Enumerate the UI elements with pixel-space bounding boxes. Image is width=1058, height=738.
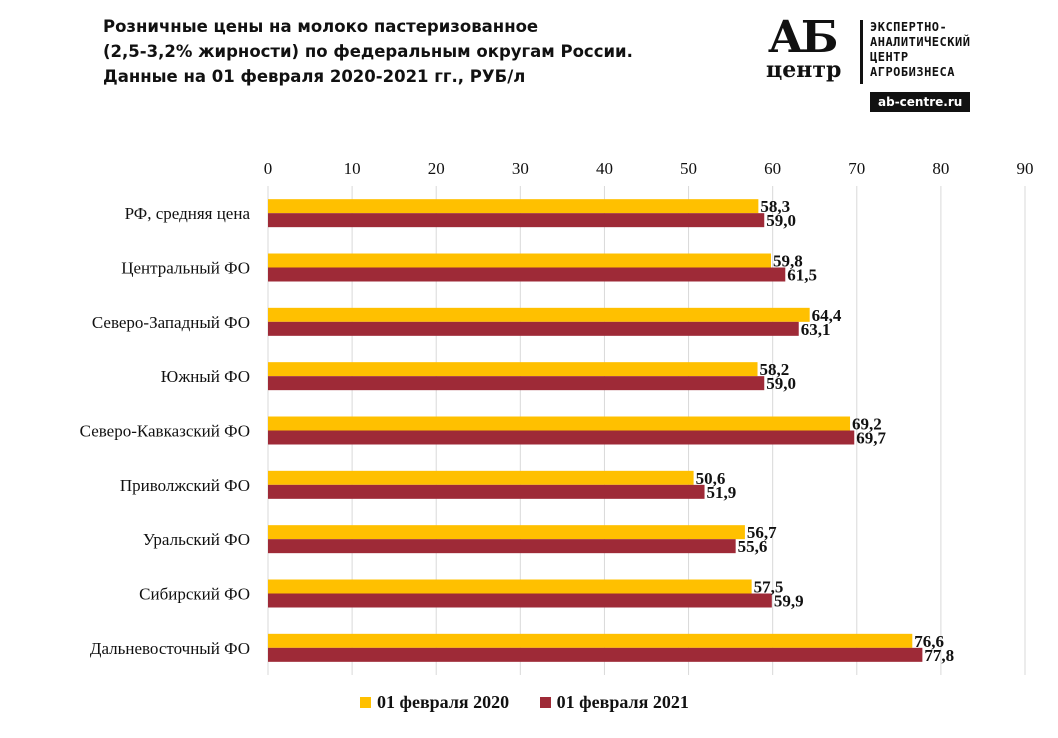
category-label: Уральский ФО [143, 530, 250, 549]
x-tick-label: 90 [1017, 159, 1034, 178]
data-label: 58,2 [760, 360, 790, 379]
x-tick-label: 40 [596, 159, 613, 178]
data-label: 59,0 [766, 211, 796, 230]
category-label: Южный ФО [161, 367, 250, 386]
bar-2020 [268, 633, 913, 648]
category-label: Северо-Кавказский ФО [80, 422, 250, 441]
title-line-3: Данные на 01 февраля 2020-2021 гг., РУБ/… [103, 67, 526, 86]
data-labels: 58,359,059,861,564,463,158,259,069,269,7… [696, 197, 955, 665]
data-label: 56,7 [747, 523, 777, 542]
x-tick-label: 70 [848, 159, 865, 178]
legend-label-2021: 01 февраля 2021 [556, 692, 689, 712]
bar-2021 [268, 539, 736, 554]
bar-2020 [268, 199, 759, 214]
data-label: 59,9 [774, 592, 804, 611]
x-tick-label: 80 [932, 159, 949, 178]
title-line-1: Розничные цены на молоко пастеризованное [103, 17, 539, 36]
bar-2021 [268, 267, 786, 282]
logo-centr-word: центр [766, 57, 842, 83]
title-line-2: (2,5-3,2% жирности) по федеральным округ… [103, 42, 633, 61]
data-label: 50,6 [696, 469, 726, 488]
category-label: Приволжский ФО [120, 476, 250, 495]
data-label: 64,4 [812, 306, 842, 325]
logo-text-line: АНАЛИТИЧЕСКИЙ [870, 35, 971, 49]
data-label: 59,8 [773, 252, 803, 271]
data-label: 76,6 [914, 632, 944, 651]
category-label: РФ, средняя цена [125, 204, 251, 223]
legend-label-2020: 01 февраля 2020 [377, 692, 510, 712]
bar-2021 [268, 376, 765, 391]
data-label: 55,6 [738, 537, 768, 556]
legend-swatch-2020 [360, 697, 371, 708]
bar-2021 [268, 430, 855, 445]
bar-2020 [268, 525, 745, 540]
bar-2021 [268, 484, 705, 499]
legend-item-2021: 01 февраля 2021 [539, 692, 689, 713]
bar-2021 [268, 213, 765, 228]
logo-separator [860, 20, 863, 84]
logo-text-line: ЦЕНТР [870, 50, 909, 64]
category-labels: РФ, средняя цена Центральный ФО Северо-Зап… [80, 204, 251, 658]
logo-ab-mark: АБ [768, 12, 838, 63]
data-label: 57,5 [754, 578, 784, 597]
data-label: 61,5 [787, 266, 817, 285]
logo-text: ЭКСПЕРТНО- АНАЛИТИЧЕСКИЙ ЦЕНТР АГРОБИЗНЕ… [870, 20, 970, 80]
bar-2021 [268, 321, 799, 336]
bar-2020 [268, 253, 771, 268]
x-tick-label: 20 [428, 159, 445, 178]
data-label: 51,9 [707, 483, 737, 502]
data-label: 63,1 [801, 320, 831, 339]
bar-2020 [268, 579, 752, 594]
x-tick-label: 10 [344, 159, 361, 178]
x-tick-label: 60 [764, 159, 781, 178]
x-tick-label: 30 [512, 159, 529, 178]
x-axis-ticks: 0 10 20 30 40 50 60 70 80 90 [264, 159, 1034, 178]
logo-text-line: ЭКСПЕРТНО- [870, 20, 948, 34]
category-label: Сибирский ФО [139, 585, 250, 604]
bar-2020 [268, 470, 694, 485]
logo-url: ab-centre.ru [870, 92, 971, 112]
category-label: Центральный ФО [121, 259, 250, 278]
bar-2021 [268, 647, 923, 662]
bar-2021 [268, 593, 772, 608]
bar-chart: 0 10 20 30 40 50 60 70 80 90 РФ, средняя цена Цент… [80, 159, 1034, 675]
legend-item-2020: 01 февраля 2020 [360, 692, 509, 713]
category-label: Дальневосточный ФО [90, 639, 250, 658]
data-label: 59,0 [766, 374, 796, 393]
bars [268, 199, 923, 662]
data-label: 77,8 [924, 646, 954, 665]
legend-swatch-2021 [539, 697, 551, 708]
data-label: 69,7 [856, 429, 886, 448]
x-tick-label: 0 [264, 159, 273, 178]
bar-2020 [268, 307, 810, 322]
data-label: 69,2 [852, 415, 882, 434]
bar-2020 [268, 416, 851, 431]
chart-title: Розничные цены на молоко пастеризованное… [103, 14, 703, 89]
bar-2020 [268, 362, 758, 377]
legend: 01 февраля 2020 01 февраля 2021 [360, 692, 715, 713]
category-label: Северо-Западный ФО [92, 313, 250, 332]
x-tick-label: 50 [680, 159, 697, 178]
data-label: 58,3 [760, 197, 790, 216]
logo-text-line: АГРОБИЗНЕСА [870, 65, 955, 79]
ab-centre-logo: АБ центр ЭКСПЕРТНО- АНАЛИТИЧЕСКИЙ ЦЕНТР … [764, 14, 1032, 114]
